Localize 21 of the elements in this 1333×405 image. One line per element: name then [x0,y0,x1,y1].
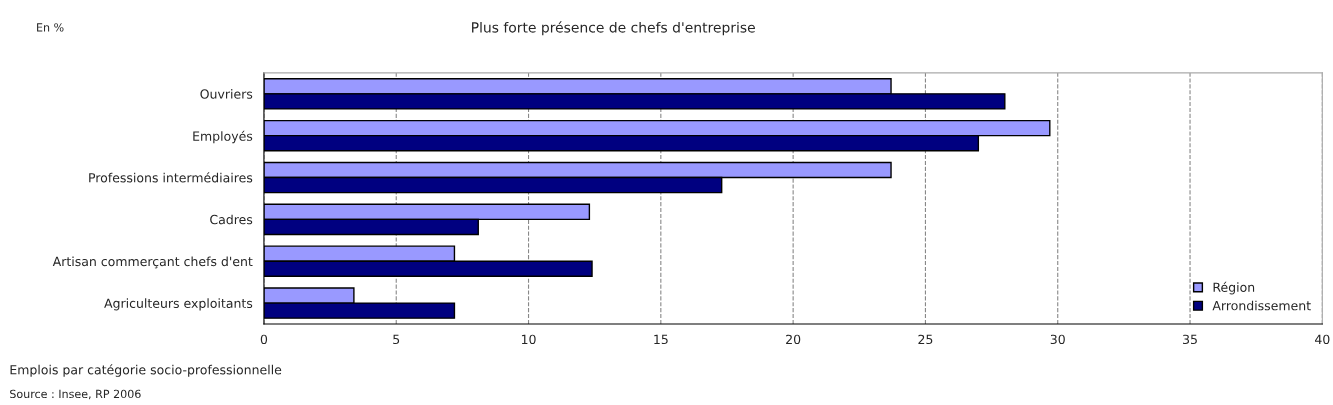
x-tick-label: 10 [521,334,536,345]
x-tick-label: 30 [1050,334,1065,345]
chart-title: Plus forte présence de chefs d'entreprise [472,21,755,36]
x-tick-label: 15 [654,334,668,345]
text: En % [37,23,64,32]
source-note: Source : Insee, RP 2006 [10,389,141,400]
y-tick-label: Professions intermédiaires [89,172,253,183]
y-tick-label: Ouvriers [200,89,253,99]
x-tick-label: 0 [260,334,268,345]
legend-label: Arrondissement [1212,300,1311,311]
y-tick-label: Employés [193,130,253,144]
y-tick-label: Cadres [210,214,253,225]
legend-label: Région [1213,281,1255,295]
x-tick-label: 25 [918,334,933,345]
x-tick-label: 5 [393,334,400,345]
y-tick-label: Artisan commerçant chefs d'ent [52,256,253,269]
x-tick-label: 20 [786,334,801,345]
x-tick-label: 40 [1314,334,1330,345]
x-tick-label: 35 [1183,334,1197,345]
x-axis-title: Emplois par catégorie socio-professionnelle [10,364,282,377]
y-tick-label: Agriculteurs exploitants [104,298,253,311]
